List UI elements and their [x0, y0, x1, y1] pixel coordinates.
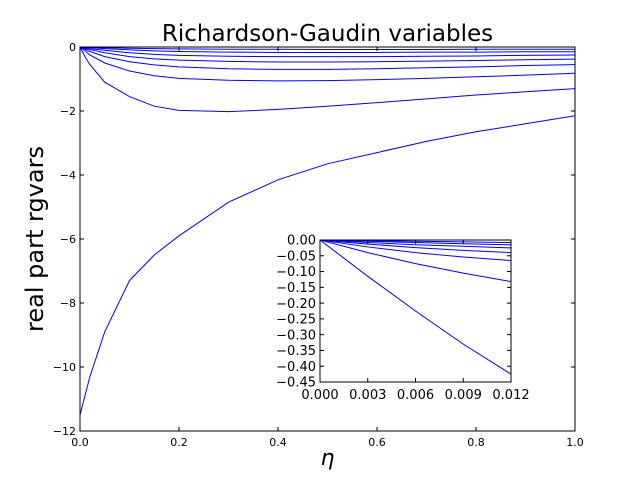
- y-tick-label: −0.15: [276, 281, 316, 296]
- x-tick-label: 0.4: [269, 436, 287, 449]
- x-tick-label: 0.2: [170, 436, 188, 449]
- y-tick-label: −2: [60, 105, 76, 118]
- line: [80, 47, 575, 53]
- x-tick-label: 0.009: [445, 388, 482, 403]
- y-tick-label: −0.10: [276, 265, 316, 280]
- line: [80, 47, 575, 63]
- y-tick-label: −0.45: [276, 376, 316, 391]
- x-tick-label: 0.6: [368, 436, 386, 449]
- line: [80, 47, 575, 82]
- line: [320, 240, 511, 262]
- y-tick-label: −0.05: [276, 249, 316, 264]
- y-tick-label: −12: [53, 425, 76, 438]
- y-tick-label: 0: [69, 41, 76, 54]
- y-tick-label: −8: [60, 297, 76, 310]
- y-tick-label: 0.00: [287, 234, 316, 249]
- line: [80, 115, 575, 416]
- x-tick-label: 0.8: [467, 436, 485, 449]
- line: [320, 240, 511, 254]
- y-tick-label: −10: [53, 361, 76, 374]
- x-axis-label: η: [321, 446, 335, 471]
- y-tick-label: −0.40: [276, 360, 316, 375]
- x-tick-label: 0.012: [492, 388, 529, 403]
- x-tick-label: 0.003: [349, 388, 386, 403]
- y-tick-label: −0.25: [276, 313, 316, 328]
- y-axis-label: real part rgvars: [21, 146, 49, 332]
- x-tick-label: 0.000: [301, 388, 338, 403]
- x-tick-label: 0.0: [71, 436, 89, 449]
- y-tick-label: −0.30: [276, 328, 316, 343]
- y-tick-label: −0.35: [276, 344, 316, 359]
- line: [320, 240, 511, 283]
- line: [320, 240, 511, 375]
- y-tick-label: −0.20: [276, 297, 316, 312]
- line: [80, 47, 575, 58]
- y-tick-label: −6: [60, 233, 76, 246]
- y-tick-label: −4: [60, 169, 76, 182]
- x-tick-label: 0.006: [397, 388, 434, 403]
- chart-title: Richardson-Gaudin variables: [162, 21, 493, 47]
- line: [80, 47, 575, 113]
- x-tick-label: 1.0: [566, 436, 584, 449]
- line: [80, 47, 575, 70]
- line: [320, 240, 511, 249]
